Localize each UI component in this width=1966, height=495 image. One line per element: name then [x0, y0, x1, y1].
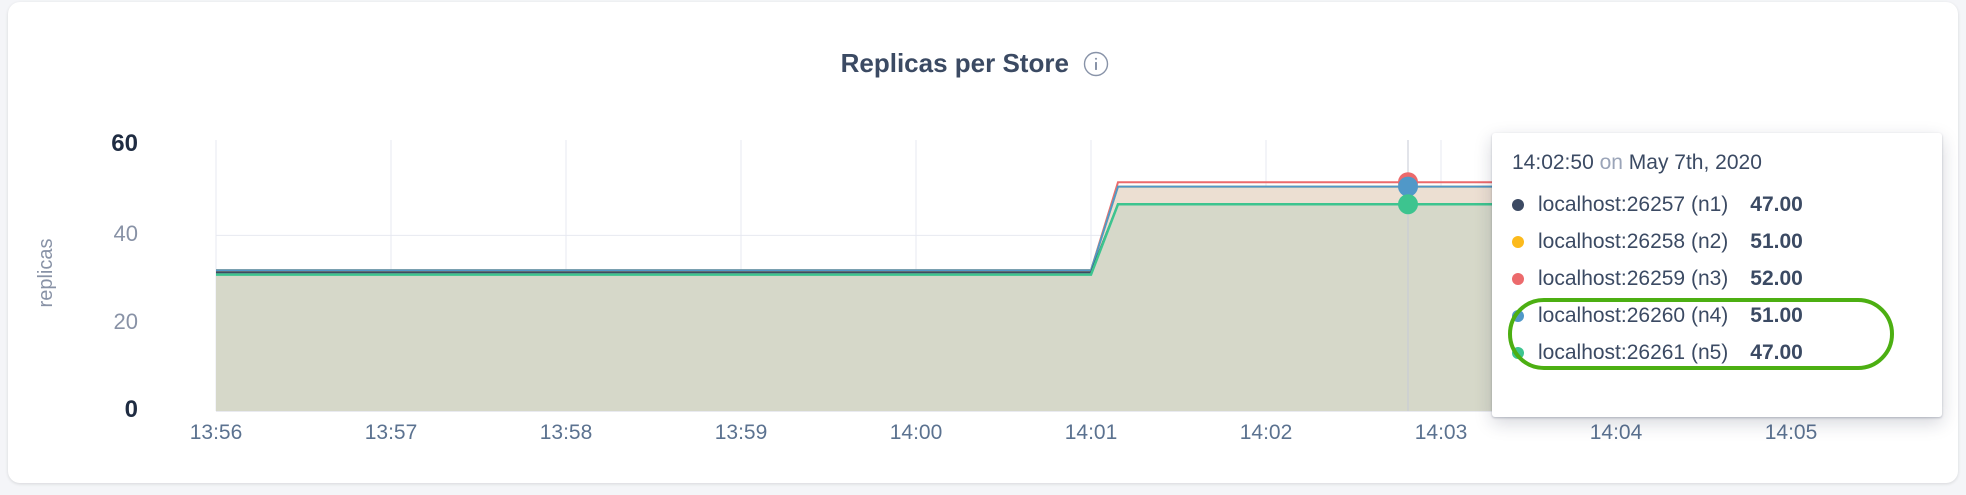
svg-text:0: 0	[125, 396, 138, 423]
svg-text:14:00: 14:00	[890, 421, 943, 444]
svg-text:14:02: 14:02	[1240, 421, 1293, 444]
svg-text:13:58: 13:58	[540, 421, 593, 444]
svg-text:13:59: 13:59	[715, 421, 768, 444]
svg-text:60: 60	[111, 130, 138, 157]
svg-text:13:57: 13:57	[365, 421, 418, 444]
svg-text:14:04: 14:04	[1590, 421, 1643, 444]
svg-text:14:01: 14:01	[1065, 421, 1118, 444]
svg-text:replicas: replicas	[35, 239, 57, 308]
svg-text:40: 40	[114, 221, 138, 246]
svg-text:13:56: 13:56	[190, 421, 243, 444]
svg-text:14:05: 14:05	[1765, 421, 1818, 444]
svg-text:20: 20	[114, 309, 138, 334]
svg-text:14:03: 14:03	[1415, 421, 1468, 444]
